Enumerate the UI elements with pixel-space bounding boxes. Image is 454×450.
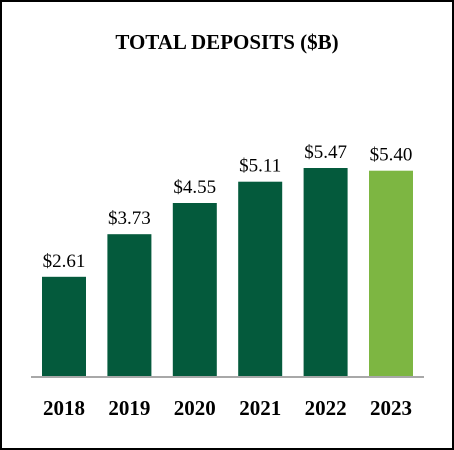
data-label-2020: $4.55: [173, 177, 216, 198]
data-label-2023: $5.40: [370, 145, 413, 166]
bar-2023: [369, 170, 413, 376]
bar-2018: [42, 276, 86, 376]
bars-group: $2.61 $3.73 $4.55 $5.11 $5.47 $5.40: [42, 142, 413, 376]
x-tick-2022: 2022: [305, 396, 347, 420]
data-label-2022: $5.47: [304, 142, 347, 163]
data-label-2019: $3.73: [108, 208, 151, 229]
data-label-2018: $2.61: [43, 251, 86, 272]
x-tick-2019: 2019: [108, 396, 150, 420]
x-tick-2021: 2021: [239, 396, 281, 420]
bar-2020: [172, 203, 217, 376]
x-tick-2023: 2023: [370, 396, 412, 420]
x-tick-2018: 2018: [43, 396, 85, 420]
x-tick-2020: 2020: [174, 396, 216, 420]
chart-title: TOTAL DEPOSITS ($B): [115, 30, 338, 54]
data-label-2021: $5.11: [239, 156, 281, 177]
bar-2021: [238, 181, 283, 376]
bar-2022: [303, 168, 348, 376]
bar-2019: [107, 234, 152, 376]
x-tick-labels: 2018 2019 2020 2021 2022 2023: [43, 396, 412, 420]
